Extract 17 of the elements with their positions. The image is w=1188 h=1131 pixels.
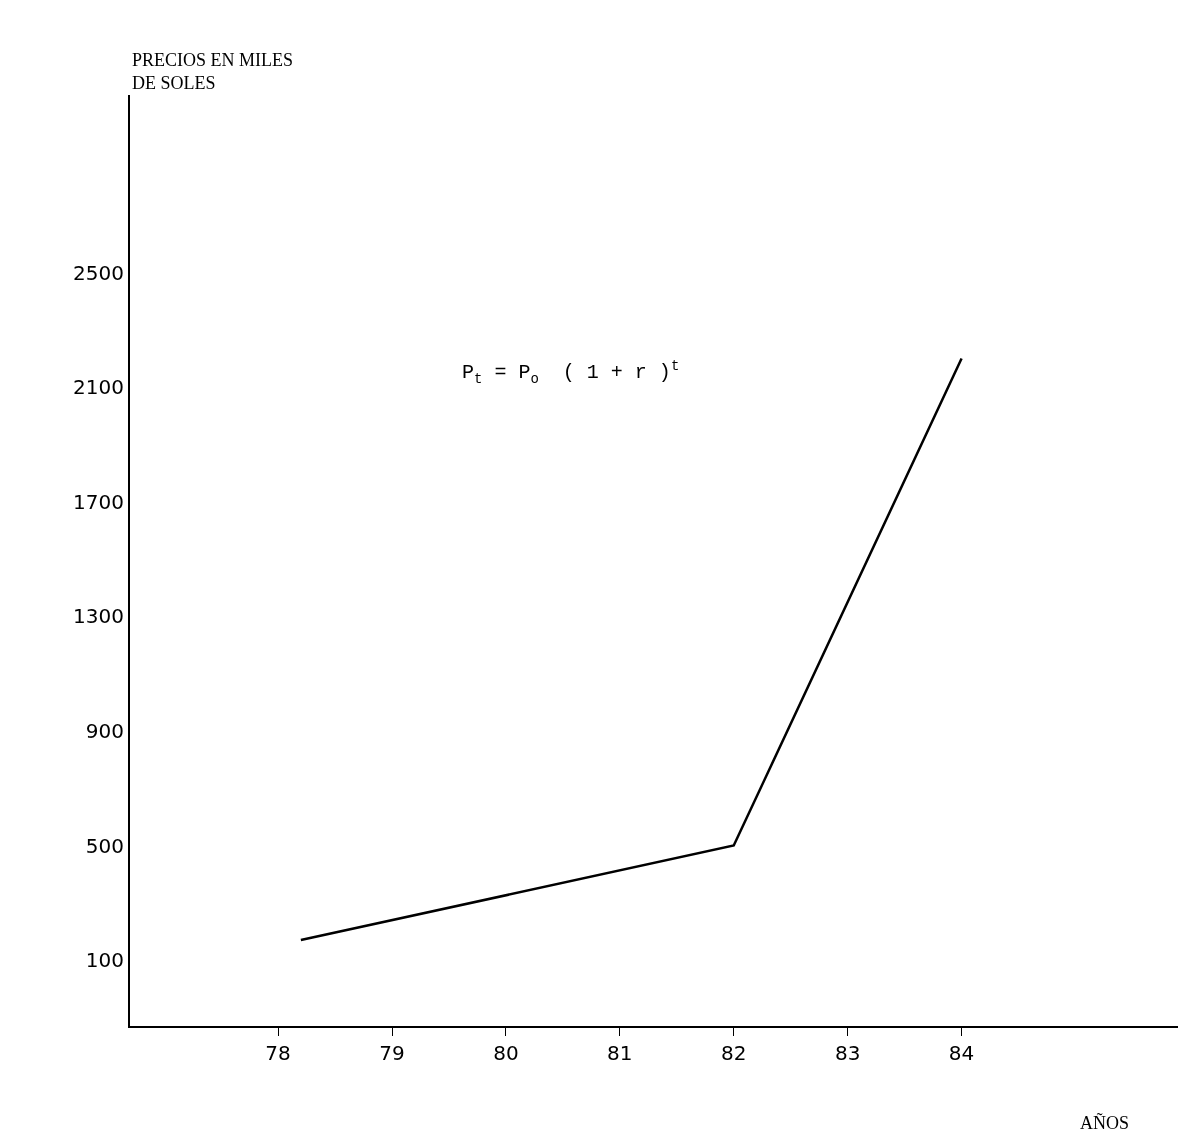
x-tick-label: 81 — [607, 1041, 633, 1065]
x-axis-title: AÑOS — [1080, 1112, 1130, 1131]
x-tick-label: 82 — [721, 1041, 747, 1065]
x-tick-label: 83 — [834, 1041, 861, 1065]
y-tick-label: 500 — [85, 833, 124, 858]
y-tick-label: 2100 — [73, 375, 124, 400]
text: P$_{t}$ = P$_{o}$ ( 1 + r )$^{t}$ — [462, 358, 680, 387]
y-tick-label: 1300 — [73, 604, 124, 629]
x-tick-label: 84 — [948, 1041, 975, 1065]
x-tick-label: 79 — [379, 1041, 405, 1065]
y-tick-label: 900 — [85, 718, 124, 743]
x-tick-label: 78 — [265, 1041, 291, 1065]
y-tick-label: 2500 — [73, 260, 124, 285]
y-tick-label: 1700 — [73, 489, 124, 514]
y-axis-title: PRECIOS EN MILES DE SOLES — [132, 50, 294, 94]
y-tick-label: 100 — [85, 948, 124, 973]
x-tick-label: 80 — [493, 1041, 519, 1065]
